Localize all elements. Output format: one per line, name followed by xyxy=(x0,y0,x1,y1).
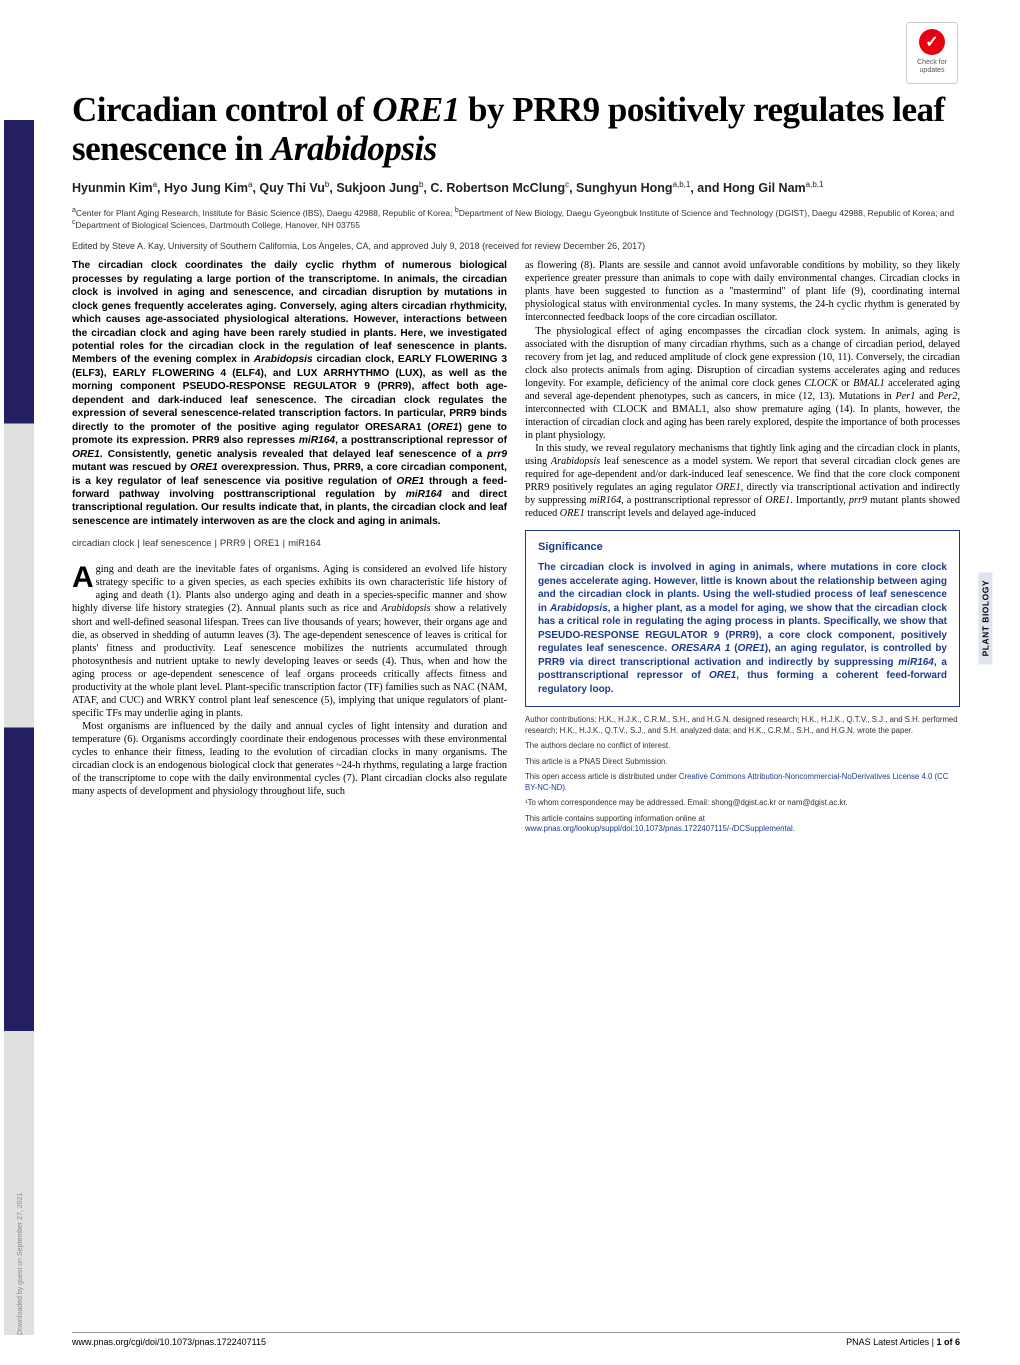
author-contributions: Author contributions: H.K., H.J.K., C.R.… xyxy=(525,715,960,736)
section-label: PLANT BIOLOGY xyxy=(978,572,992,664)
significance-title: Significance xyxy=(538,541,947,553)
supplemental-link[interactable]: www.pnas.org/lookup/suppl/doi:10.1073/pn… xyxy=(525,824,793,833)
pnas-sidebar-logo xyxy=(4,120,34,1335)
abstract: The circadian clock coordinates the dail… xyxy=(72,259,507,528)
keywords: circadian clock|leaf senescence|PRR9|ORE… xyxy=(72,538,507,549)
crossmark-icon xyxy=(919,29,945,55)
license: This open access article is distributed … xyxy=(525,772,960,793)
crossmark-badge[interactable]: Check for updates xyxy=(906,22,958,84)
body-col2: as flowering (8). Plants are sessile and… xyxy=(525,259,960,520)
article-title: Circadian control of ORE1 by PRR9 positi… xyxy=(72,90,960,168)
significance-box: Significance The circadian clock is invo… xyxy=(525,530,960,707)
correspondence: ¹To whom correspondence may be addressed… xyxy=(525,798,960,809)
download-note: Downloaded by guest on September 27, 202… xyxy=(17,1193,24,1335)
affiliations: aCenter for Plant Aging Research, Instit… xyxy=(72,206,960,232)
footer-page: PNAS Latest Articles | 1 of 6 xyxy=(846,1337,960,1347)
significance-body: The circadian clock is involved in aging… xyxy=(538,561,947,696)
supplemental: This article contains supporting informa… xyxy=(525,814,960,835)
crossmark-text: Check for updates xyxy=(907,59,957,74)
article-meta: Author contributions: H.K., H.J.K., C.R.… xyxy=(525,715,960,835)
authors: Hyunmin Kima, Hyo Jung Kima, Quy Thi Vub… xyxy=(72,180,960,195)
direct-submission: This article is a PNAS Direct Submission… xyxy=(525,757,960,768)
conflict-of-interest: The authors declare no conflict of inter… xyxy=(525,741,960,752)
body-col1: Aging and death are the inevitable fates… xyxy=(72,563,507,798)
footer-doi: www.pnas.org/cgi/doi/10.1073/pnas.172240… xyxy=(72,1337,266,1347)
edited-by: Edited by Steve A. Kay, University of So… xyxy=(72,241,960,251)
